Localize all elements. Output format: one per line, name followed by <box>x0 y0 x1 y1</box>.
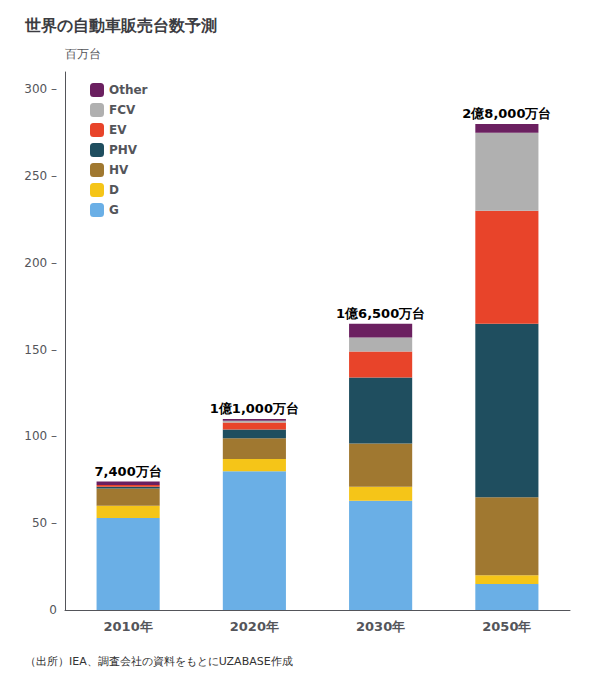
svg-text:2030年: 2030年 <box>356 619 405 634</box>
svg-text:0: 0 <box>49 603 57 617</box>
svg-text:150 –: 150 – <box>24 343 57 357</box>
svg-text:2億8,000万台: 2億8,000万台 <box>462 106 551 121</box>
svg-text:G: G <box>109 203 119 217</box>
svg-text:百万台: 百万台 <box>65 47 101 61</box>
svg-text:2010年: 2010年 <box>104 619 153 634</box>
svg-text:250 –: 250 – <box>24 169 57 183</box>
svg-text:FCV: FCV <box>109 103 136 117</box>
svg-text:EV: EV <box>109 123 127 137</box>
svg-text:200 –: 200 – <box>24 256 57 270</box>
svg-text:1億1,000万台: 1億1,000万台 <box>210 401 299 416</box>
svg-text:2050年: 2050年 <box>482 619 531 634</box>
svg-text:2020年: 2020年 <box>230 619 279 634</box>
svg-text:HV: HV <box>109 163 129 177</box>
svg-text:PHV: PHV <box>109 143 138 157</box>
svg-text:Other: Other <box>109 83 148 97</box>
svg-text:1億6,500万台: 1億6,500万台 <box>336 306 425 321</box>
svg-text:D: D <box>109 183 119 197</box>
svg-text:50 –: 50 – <box>32 516 57 530</box>
svg-text:世界の自動車販売台数予測: 世界の自動車販売台数予測 <box>24 16 217 35</box>
svg-text:300 –: 300 – <box>24 82 57 96</box>
svg-text:100 –: 100 – <box>24 429 57 443</box>
svg-text:（出所）IEA、調査会社の資料をもとにUZABASE作成: （出所）IEA、調査会社の資料をもとにUZABASE作成 <box>25 655 293 668</box>
svg-text:7,400万台: 7,400万台 <box>95 464 162 479</box>
